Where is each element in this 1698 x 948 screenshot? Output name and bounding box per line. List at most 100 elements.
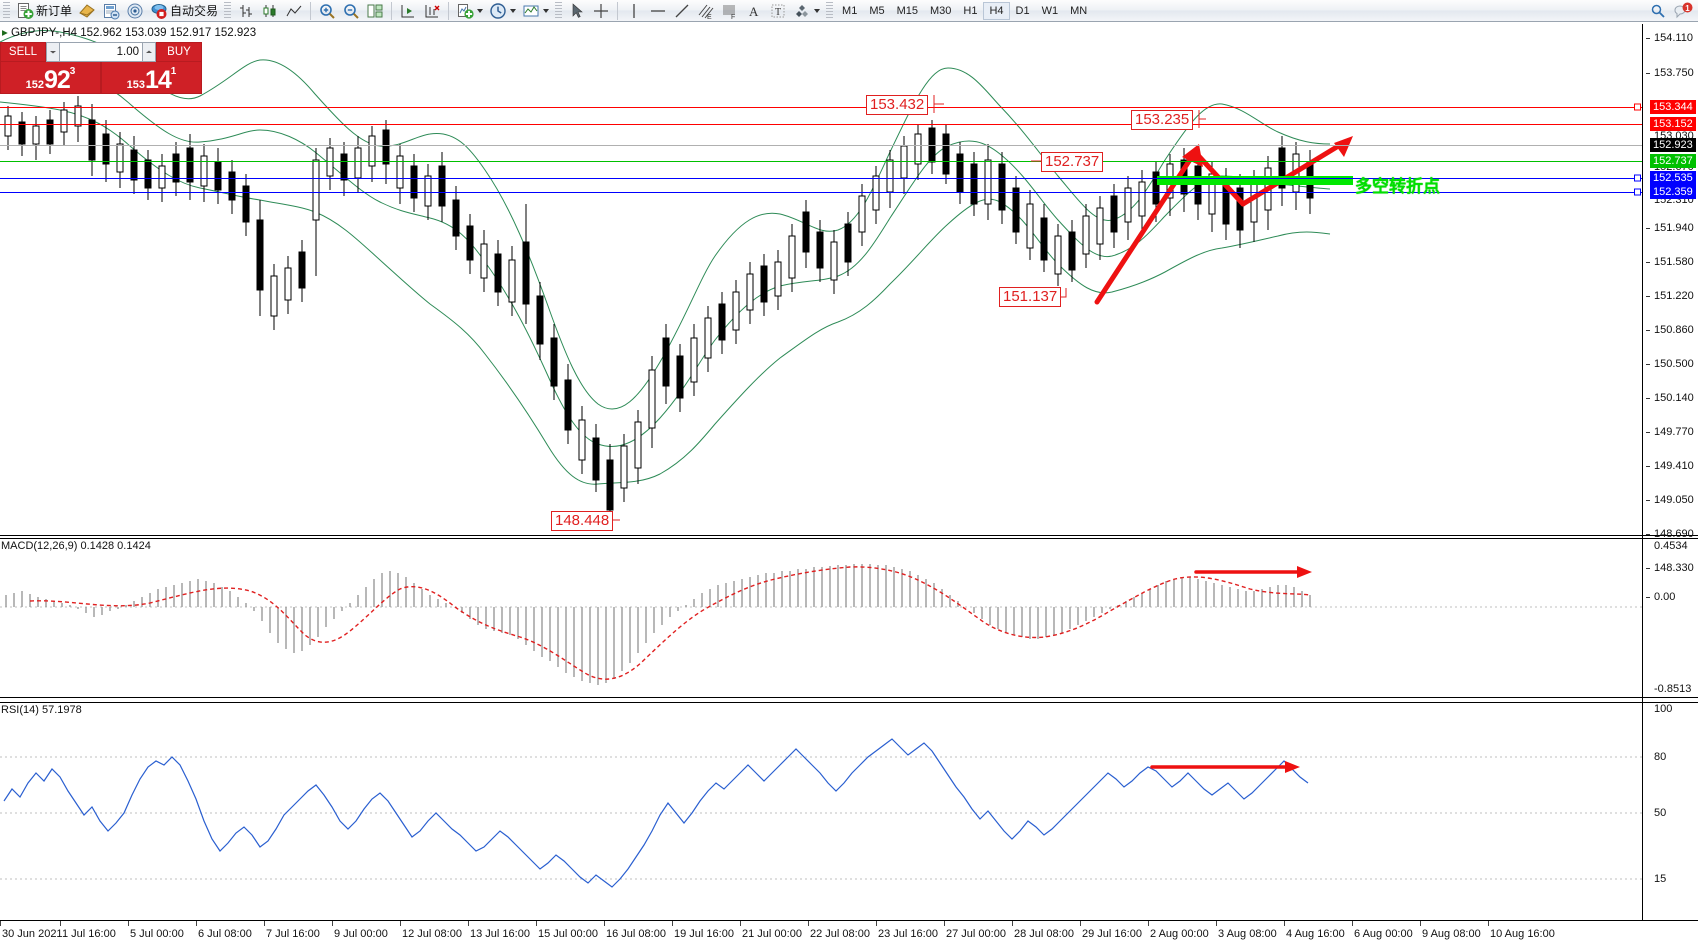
autotrading-button[interactable]: 自动交易	[147, 1, 221, 21]
timeframe-h1[interactable]: H1	[963, 4, 978, 17]
zoom-out-button[interactable]	[339, 1, 363, 21]
rsi-line	[3, 738, 1309, 888]
label-tool[interactable]: T	[766, 1, 790, 21]
callout-152-737[interactable]: 152.737	[1041, 152, 1104, 172]
line-blue-1-handle[interactable]	[1634, 174, 1641, 182]
autotrading-icon	[150, 2, 168, 20]
line-ask[interactable]	[0, 107, 1642, 108]
timeframe-h4[interactable]: H4	[983, 1, 1010, 20]
toolbar-grip-2[interactable]	[224, 1, 232, 20]
callout-153-235[interactable]: 153.235	[1131, 110, 1194, 130]
auto-scroll-button[interactable]	[420, 1, 444, 21]
buy-button[interactable]: BUY	[156, 42, 202, 62]
trendline-tool[interactable]	[670, 1, 694, 21]
macd-pane[interactable]: MACD(12,26,9) 0.1428 0.1424	[0, 538, 1698, 698]
fibonacci-tool[interactable]: F	[718, 1, 742, 21]
rsi-canvas	[0, 738, 1642, 888]
horizontal-line-icon	[649, 2, 667, 20]
time-tick	[1012, 921, 1013, 926]
timeframe-m30[interactable]: M30	[930, 4, 952, 17]
indicators-dropdown-arrow[interactable]	[477, 8, 484, 13]
time-label: 9 Jul 00:00	[334, 928, 388, 940]
rsi-scale-label-80: 80	[1654, 751, 1667, 763]
period-button[interactable]	[486, 1, 519, 21]
zoom-in-button[interactable]	[315, 1, 339, 21]
timeframe-m15[interactable]: M15	[896, 4, 918, 17]
callout-151-137[interactable]: 151.137	[999, 287, 1062, 307]
volume-increment-button[interactable]	[142, 42, 156, 62]
timeframe-w1[interactable]: W1	[1041, 4, 1059, 17]
time-tick	[1148, 921, 1149, 926]
period-dropdown-arrow[interactable]	[510, 8, 517, 13]
line-chart-button[interactable]	[282, 1, 306, 21]
horizontal-line-tool[interactable]	[646, 1, 670, 21]
objects-tool[interactable]	[790, 1, 823, 21]
resistance-tag[interactable]: 153.152	[1650, 117, 1696, 131]
zoom-out-icon	[342, 2, 360, 20]
timeframe-d1[interactable]: D1	[1015, 4, 1030, 17]
metaeditor-button[interactable]	[75, 1, 99, 21]
one-click-trading-panel[interactable]: SELL 1.00 BUY 152 92 3 153 14 1	[0, 42, 202, 94]
notifications-button[interactable]: 1	[1670, 1, 1694, 21]
indicators-button[interactable]	[453, 1, 486, 21]
buy-price[interactable]: 153 14 1	[101, 62, 202, 94]
new-order-icon	[16, 2, 34, 20]
text-tool[interactable]: A	[742, 1, 766, 21]
volume-decrement-button[interactable]	[46, 42, 60, 62]
candlestick-chart-button[interactable]	[258, 1, 282, 21]
bollinger-bands	[0, 29, 1331, 485]
time-label: 6 Jul 08:00	[198, 928, 252, 940]
line-resistance[interactable]	[0, 124, 1642, 125]
sell-price[interactable]: 152 92 3	[0, 62, 101, 94]
vertical-line-tool[interactable]	[622, 1, 646, 21]
timeframe-m1[interactable]: M1	[842, 4, 858, 17]
time-label: 27 Jul 00:00	[946, 928, 1006, 940]
cursor-tool[interactable]	[565, 1, 589, 21]
bar-chart-button[interactable]	[234, 1, 258, 21]
line-support-green[interactable]	[0, 161, 1642, 162]
templates-icon	[522, 2, 540, 20]
timeframe-m5[interactable]: M5	[869, 4, 885, 17]
time-label: 3 Aug 08:00	[1218, 928, 1277, 940]
timeframe-mn[interactable]: MN	[1070, 4, 1088, 17]
callout-148-448[interactable]: 148.448	[551, 511, 614, 531]
callout-153-432[interactable]: 153.432	[866, 95, 929, 115]
time-axis[interactable]: 30 Jun 2021 1 Jul 16:00 5 Jul 00:00 6 Jul 0…	[0, 920, 1698, 948]
level-blue-tag-1[interactable]: 152.535	[1650, 171, 1696, 185]
equidistant-channel-tool[interactable]: E	[694, 1, 718, 21]
toolbar-grip-3[interactable]	[555, 1, 563, 20]
objects-dropdown-arrow[interactable]	[814, 8, 821, 13]
time-tick	[1420, 921, 1421, 926]
bid-tag[interactable]: 152.923	[1650, 138, 1696, 152]
volume-input[interactable]: 1.00	[60, 42, 142, 62]
ask-tag[interactable]: 153.344	[1650, 100, 1696, 114]
candlestick-icon	[261, 2, 279, 20]
line-ask-handle[interactable]	[1634, 103, 1641, 111]
rsi-pane[interactable]: RSI(14) 57.1978	[0, 702, 1698, 920]
templates-button[interactable]	[519, 1, 552, 21]
price-chart-pane[interactable]	[0, 24, 1698, 536]
time-label: 2 Aug 00:00	[1150, 928, 1209, 940]
sell-button[interactable]: SELL	[0, 42, 46, 62]
chart-shift-button[interactable]	[396, 1, 420, 21]
search-button[interactable]	[1646, 1, 1670, 21]
toolbar-grip[interactable]	[3, 1, 10, 20]
line-bid[interactable]	[0, 145, 1642, 146]
symbol-expand-arrow[interactable]: ▸	[2, 27, 8, 39]
price-label-149-410: 149.410	[1654, 460, 1694, 472]
time-tick	[60, 921, 61, 926]
toolbar-separator-2	[391, 1, 393, 20]
line-blue-2-handle[interactable]	[1634, 188, 1641, 196]
zoom-in-icon	[318, 2, 336, 20]
signals-button[interactable]	[123, 1, 147, 21]
terminal-button[interactable]	[99, 1, 123, 21]
crosshair-tool[interactable]	[589, 1, 613, 21]
templates-dropdown-arrow[interactable]	[543, 8, 550, 13]
toolbar-grip-4[interactable]	[826, 1, 834, 20]
support-green-tag[interactable]: 152.737	[1650, 154, 1696, 168]
new-order-button[interactable]: 新订单	[13, 1, 75, 21]
level-blue-tag-2[interactable]: 152.359	[1650, 185, 1696, 199]
auto-scroll-icon	[423, 2, 441, 20]
tile-windows-button[interactable]	[363, 1, 387, 21]
